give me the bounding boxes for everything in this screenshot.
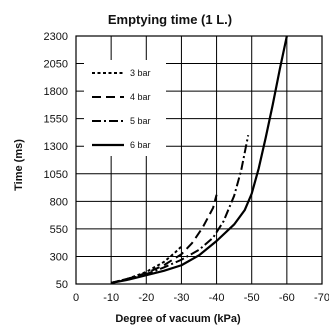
y-tick-label-5: 1300 <box>44 141 68 153</box>
y-axis-label: Time (ms) <box>13 139 25 191</box>
y-axis-ticks: 50 300 550 800 1050 1300 1550 1800 2050 2300 <box>44 31 68 291</box>
grid <box>75 35 323 285</box>
x-tick-label-2: -20 <box>138 292 154 304</box>
series-line-4-bar <box>110 194 218 284</box>
y-tick-label-1: 300 <box>50 251 68 263</box>
series-line-6-bar <box>110 35 288 284</box>
y-tick-label-2: 550 <box>50 224 68 236</box>
x-axis-ticks: 0 -10 -20 -30 -40 -50 -60 -70 <box>73 292 329 304</box>
x-tick-label-3: -30 <box>173 292 189 304</box>
legend-label-3: 6 bar <box>130 140 151 150</box>
series-line-3-bar <box>110 245 183 284</box>
plot-frame <box>75 35 323 285</box>
y-tick-label-3: 800 <box>50 196 68 208</box>
chart-title: Emptying time (1 L.) <box>108 12 232 27</box>
x-tick-label-0: 0 <box>73 292 79 304</box>
legend-label-1: 4 bar <box>130 92 151 102</box>
y-tick-label-7: 1800 <box>44 86 68 98</box>
x-axis-label: Degree of vacuum (kPa) <box>115 313 241 325</box>
y-tick-label-8: 2050 <box>44 59 68 71</box>
y-tick-label-4: 1050 <box>44 169 68 181</box>
series-line-5-bar <box>110 135 250 284</box>
legend: 3 bar 4 bar 5 bar 6 bar <box>84 60 166 156</box>
x-tick-label-6: -60 <box>279 292 295 304</box>
legend-label-2: 5 bar <box>130 116 151 126</box>
legend-box <box>84 60 166 156</box>
x-tick-label-1: -10 <box>103 292 119 304</box>
y-tick-label-9: 2300 <box>44 31 68 43</box>
series-layer <box>110 35 288 284</box>
x-tick-label-7: -70 <box>314 292 329 304</box>
y-tick-label-0: 50 <box>56 279 68 291</box>
x-tick-label-4: -40 <box>209 292 225 304</box>
legend-label-0: 3 bar <box>130 68 151 78</box>
x-tick-label-5: -50 <box>244 292 260 304</box>
y-tick-label-6: 1550 <box>44 114 68 126</box>
